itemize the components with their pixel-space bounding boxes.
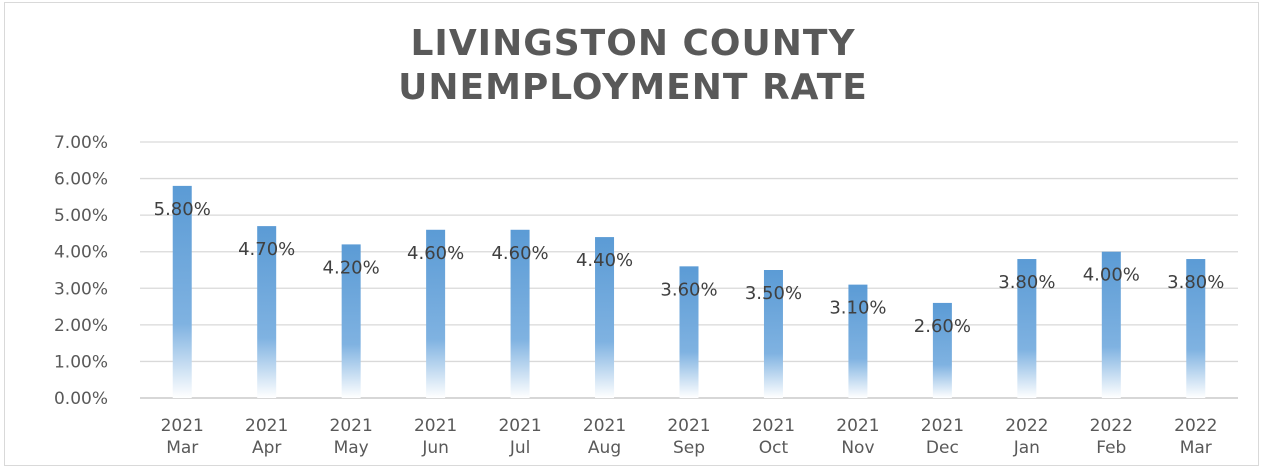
data-labels: 5.80% 4.70% 4.20% 4.60% 4.60% 4.40% 3.60% 3.50%… — [154, 199, 1225, 337]
bar — [1101, 251, 1121, 398]
x-tick-label-year: 2021 — [330, 416, 373, 436]
x-tick-label-month: Jun — [421, 438, 449, 458]
data-label: 3.80% — [1167, 272, 1224, 293]
bar — [763, 270, 783, 398]
y-tick-label: 1.00% — [54, 352, 108, 372]
x-tick-label-year: 2021 — [583, 416, 626, 436]
bar — [510, 229, 530, 398]
x-tick-label-month: Apr — [252, 438, 281, 458]
bar — [257, 226, 277, 398]
y-tick-label: 6.00% — [54, 170, 108, 190]
bar — [426, 229, 446, 398]
x-tick-label-year: 2021 — [752, 416, 795, 436]
x-tick-label-month: Mar — [166, 438, 198, 458]
y-tick-label: 5.00% — [54, 206, 108, 226]
x-tick-label-year: 2021 — [245, 416, 288, 436]
x-tick-label-month: Nov — [841, 438, 874, 458]
x-tick-label-month: Aug — [588, 438, 621, 458]
x-tick-label-month: Feb — [1096, 438, 1126, 458]
x-axis-ticks: 2021Mar2021Apr2021May2021Jun2021Jul2021A… — [161, 416, 1218, 458]
bar — [595, 237, 615, 398]
x-tick-label-year: 2021 — [667, 416, 710, 436]
x-tick-label-year: 2021 — [498, 416, 541, 436]
x-tick-label-month: Dec — [926, 438, 959, 458]
y-tick-label: 2.00% — [54, 316, 108, 336]
x-tick-label-month: Jul — [509, 438, 531, 458]
y-tick-label: 0.00% — [54, 389, 108, 409]
bar — [932, 302, 952, 398]
bar — [1186, 259, 1206, 398]
data-label: 3.80% — [998, 272, 1055, 293]
bar — [172, 185, 192, 398]
y-tick-label: 7.00% — [54, 133, 108, 153]
x-tick-label-year: 2021 — [836, 416, 879, 436]
bar — [848, 284, 868, 398]
x-tick-label-year: 2021 — [921, 416, 964, 436]
data-label: 4.00% — [1083, 265, 1140, 286]
y-axis-ticks: 0.00% 1.00% 2.00% 3.00% 4.00% 5.00% 6.00% 7.00% — [54, 133, 108, 409]
data-label: 3.10% — [829, 298, 886, 319]
y-tick-label: 4.00% — [54, 243, 108, 263]
data-label: 4.70% — [238, 239, 295, 260]
chart-title-line-1: LIVINGSTON COUNTY — [410, 23, 856, 64]
x-tick-label-month: Oct — [759, 438, 789, 458]
data-label: 4.20% — [323, 257, 380, 278]
x-tick-label-month: Jan — [1013, 438, 1040, 458]
data-label: 3.60% — [660, 279, 717, 300]
x-tick-label-month: Sep — [673, 438, 705, 458]
data-label: 3.50% — [745, 283, 802, 304]
x-tick-label-year: 2022 — [1090, 416, 1133, 436]
y-tick-label: 3.00% — [54, 279, 108, 299]
bar — [679, 266, 699, 398]
bars — [172, 185, 1206, 398]
data-label: 5.80% — [154, 199, 211, 220]
data-label: 4.60% — [491, 243, 548, 264]
x-tick-label-year: 2021 — [161, 416, 204, 436]
data-label: 4.60% — [407, 243, 464, 264]
bar — [341, 244, 361, 398]
chart-title: LIVINGSTON COUNTY UNEMPLOYMENT RATE — [0, 22, 1266, 110]
data-label: 2.60% — [914, 316, 971, 337]
data-label: 4.40% — [576, 250, 633, 271]
chart-frame — [4, 2, 1259, 466]
x-tick-label-month: May — [334, 438, 369, 458]
x-tick-label-year: 2022 — [1005, 416, 1048, 436]
bar — [1017, 259, 1037, 398]
x-tick-label-month: Mar — [1180, 438, 1212, 458]
x-tick-label-year: 2022 — [1174, 416, 1217, 436]
chart-title-line-2: UNEMPLOYMENT RATE — [398, 67, 868, 108]
x-tick-label-year: 2021 — [414, 416, 457, 436]
